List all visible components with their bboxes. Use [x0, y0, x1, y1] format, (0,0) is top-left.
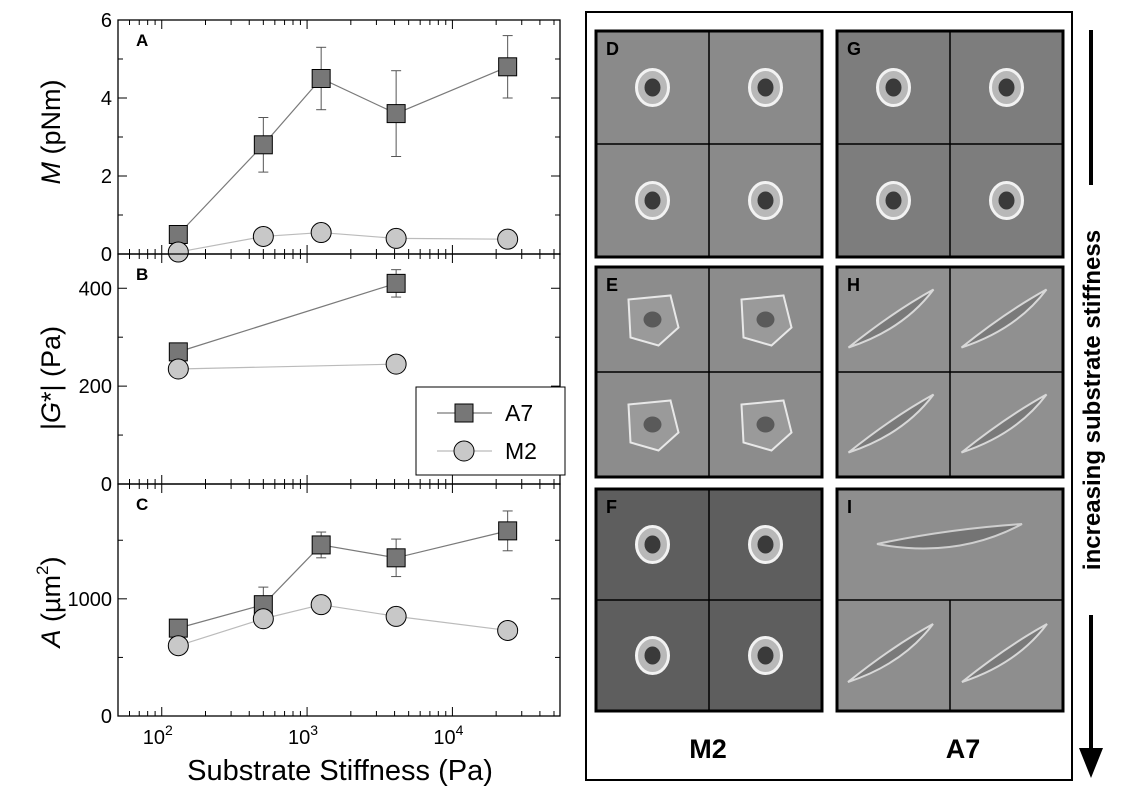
data-point-m2	[252, 608, 274, 630]
micrograph-letter: G	[847, 39, 861, 59]
series-line-a7	[177, 66, 508, 235]
x-tick-label: 102	[143, 722, 173, 749]
x-axis-label: Substrate Stiffness (Pa)	[187, 755, 493, 787]
y-tick-label: 0	[101, 706, 112, 728]
cell	[847, 623, 934, 683]
chart-panel-a: 0 2 4 6 A	[101, 10, 561, 266]
cell	[960, 288, 1048, 349]
cell-nucleus	[757, 78, 774, 97]
cell	[960, 393, 1048, 454]
data-point-a7	[168, 618, 188, 638]
data-point-a7	[386, 104, 406, 124]
plot-frame	[117, 19, 561, 255]
y-tick-label: 4	[101, 88, 112, 110]
data-point-m2	[167, 635, 189, 657]
cell-nucleus	[756, 311, 775, 328]
data-point-a7	[311, 535, 331, 555]
y-tick-label: 400	[79, 278, 112, 300]
micrograph-letter: F	[606, 497, 617, 517]
data-point-a7	[498, 57, 518, 77]
data-point-a7	[386, 548, 406, 568]
data-point-a7	[168, 225, 188, 244]
cell	[847, 288, 935, 349]
data-point-m2	[385, 227, 407, 249]
cell-nucleus	[644, 78, 661, 97]
micrograph-letter: D	[606, 39, 619, 59]
data-point-m2	[385, 605, 407, 627]
cell-nucleus	[643, 311, 662, 328]
data-point-m2	[310, 222, 332, 244]
plot-frame	[117, 483, 561, 717]
legend-label-m2: M2	[505, 438, 537, 464]
group-label-a7: A7	[946, 734, 981, 764]
chart-panel-c: 0 1000 C 102 103 104	[68, 483, 561, 749]
cell-nucleus	[644, 646, 661, 665]
y-axis-label-c: A (µm2)	[33, 556, 66, 649]
series-line-a7	[178, 530, 508, 629]
stiffness-arrow: increasing substrate stiffness	[1076, 30, 1106, 778]
data-point-a7	[498, 521, 518, 541]
micrograph-letter: H	[847, 275, 860, 295]
series-line-m2	[178, 363, 397, 370]
panel-letter: A	[136, 31, 148, 50]
panel-letter: B	[136, 265, 148, 284]
cell	[847, 393, 935, 454]
data-point-m2	[167, 241, 189, 263]
arrow-label: increasing substrate stiffness	[1079, 230, 1106, 570]
cell	[876, 523, 1023, 550]
y-tick-label: 2	[101, 166, 112, 188]
series-line-a7	[178, 282, 397, 353]
panel-letter: C	[136, 495, 148, 514]
legend-marker-m2	[453, 440, 475, 462]
cell-nucleus	[757, 535, 774, 554]
cell-nucleus	[757, 646, 774, 665]
micrograph-letter: E	[606, 275, 618, 295]
cell-nucleus	[885, 191, 902, 210]
data-point-m2	[167, 358, 189, 380]
legend: A7 M2	[415, 386, 566, 476]
legend-marker-a7	[454, 403, 474, 423]
data-point-m2	[497, 619, 519, 641]
data-point-m2	[497, 228, 519, 250]
group-label-m2: M2	[689, 734, 727, 764]
cell-nucleus	[644, 191, 661, 210]
cell-nucleus	[756, 416, 775, 433]
cell	[961, 623, 1048, 683]
y-tick-label: 200	[79, 376, 112, 398]
data-point-a7	[386, 273, 406, 293]
micrograph-panel-h: H	[835, 265, 1065, 479]
micrograph-panel-i: I	[835, 487, 1065, 713]
y-tick-label: 1000	[68, 589, 113, 611]
micrograph-panel-g: G	[835, 29, 1065, 259]
y-tick-label: 0	[101, 474, 112, 496]
data-point-a7	[253, 135, 273, 155]
micrograph-letter: I	[847, 497, 852, 517]
x-tick-label: 104	[433, 722, 463, 749]
data-point-m2	[252, 225, 274, 247]
y-axis-label-a: M (pNm)	[36, 80, 66, 185]
data-point-a7	[168, 342, 188, 362]
data-point-m2	[310, 594, 332, 616]
series-line-m2	[178, 231, 508, 253]
series-line-m2	[178, 604, 508, 647]
x-tick-label: 103	[288, 722, 318, 749]
cell-nucleus	[885, 78, 902, 97]
data-point-m2	[385, 353, 407, 375]
cell-nucleus	[643, 416, 662, 433]
cell-nucleus	[998, 78, 1015, 97]
micrograph-panel-f: F	[594, 487, 824, 713]
micrograph-block: D G E H F I M2 A7	[585, 11, 1073, 781]
cell-nucleus	[644, 535, 661, 554]
y-axis-label-b: |G*| (Pa)	[36, 326, 66, 430]
micrograph-panel-e: E	[594, 265, 824, 479]
cell-nucleus	[998, 191, 1015, 210]
legend-label-a7: A7	[505, 400, 533, 426]
y-tick-label: 6	[101, 10, 112, 32]
data-point-a7	[311, 69, 331, 88]
cell-nucleus	[757, 191, 774, 210]
micrograph-panel-d: D	[594, 29, 824, 259]
y-tick-label: 0	[101, 244, 112, 266]
